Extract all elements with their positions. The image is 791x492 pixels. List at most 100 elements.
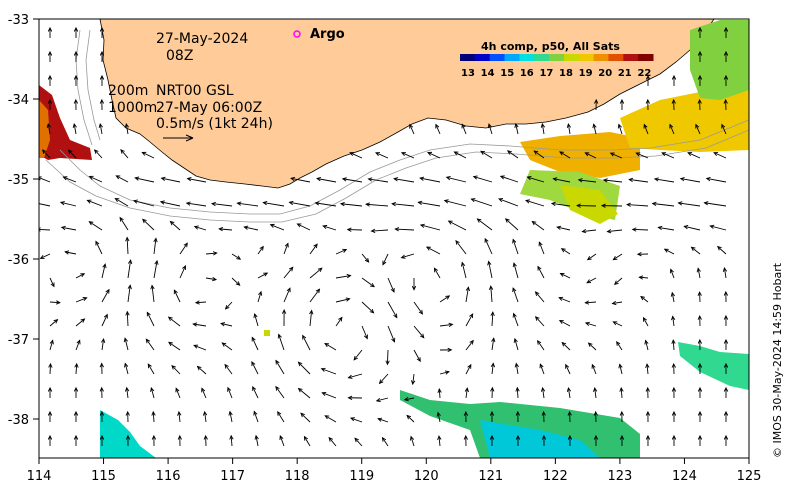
current-vector-head — [616, 340, 621, 346]
current-vector — [464, 387, 469, 399]
current-vector-shaft — [68, 149, 77, 159]
current-vector-shaft — [525, 200, 545, 207]
current-vector-head — [321, 391, 327, 396]
current-vector-head — [288, 200, 294, 206]
current-vector — [194, 300, 207, 305]
current-vector-shaft — [361, 253, 370, 263]
current-vector-head — [125, 386, 130, 392]
current-vector-shaft — [160, 201, 181, 207]
current-vector-head — [146, 311, 151, 317]
current-vector-head — [534, 316, 540, 321]
current-vector-head — [619, 434, 625, 440]
current-vector — [205, 276, 218, 282]
current-vector-head — [125, 236, 130, 242]
y-tick-label: -35 — [8, 173, 29, 188]
current-vector-shaft — [263, 202, 285, 207]
current-vector — [697, 26, 703, 39]
current-vector — [361, 253, 370, 263]
current-vector — [591, 363, 597, 375]
current-vector-head — [134, 176, 140, 181]
current-vector — [251, 336, 259, 351]
argo-marker-icon — [293, 30, 301, 38]
current-vector-head — [561, 341, 567, 347]
current-vector — [221, 342, 233, 351]
colorbar-segment — [460, 54, 476, 61]
current-vector-shaft — [640, 296, 649, 303]
current-vector — [515, 434, 521, 447]
current-vector-shaft — [168, 316, 181, 327]
current-vector — [465, 286, 470, 303]
scale-arrow — [163, 134, 194, 142]
current-vector — [49, 277, 55, 288]
current-vector-shaft — [230, 435, 233, 447]
current-vector-head — [663, 248, 669, 253]
current-vector — [47, 434, 53, 447]
current-vector-head — [464, 387, 469, 393]
current-vector-head — [98, 123, 103, 128]
colorbar-segment — [563, 54, 580, 61]
current-vector-head — [168, 341, 173, 347]
current-vector-head — [123, 337, 128, 343]
current-vector — [132, 199, 155, 207]
current-vector-shaft — [491, 338, 495, 351]
current-vector-shaft — [438, 436, 441, 447]
current-vector-shaft — [412, 373, 415, 385]
x-axis: 114 115 116 117 118 119 120 121 122 123 124 125 — [27, 458, 761, 484]
current-vector-head — [82, 297, 88, 302]
current-vector-shaft — [567, 123, 571, 135]
current-vector — [47, 74, 53, 87]
current-vector-head — [251, 361, 256, 366]
current-vector — [489, 410, 495, 423]
current-vector-head — [489, 434, 495, 440]
current-vector-shaft — [133, 200, 155, 207]
current-vector-shaft — [594, 387, 597, 399]
current-vector-shaft — [395, 228, 415, 231]
current-vector-head — [125, 410, 130, 416]
current-vector-shaft — [382, 253, 389, 265]
current-vector-head — [119, 216, 124, 222]
current-vector-head — [645, 363, 650, 369]
current-vector-head — [367, 177, 373, 182]
x-tick-label: 115 — [91, 469, 116, 484]
current-vector-shaft — [377, 418, 389, 423]
colorbar-tick-label: 19 — [579, 68, 593, 79]
vector-scale-label: 0.5m/s (1kt 24h) — [156, 116, 273, 132]
current-vector — [645, 74, 651, 87]
current-vector-head — [591, 363, 596, 369]
current-vector-shaft — [684, 225, 701, 231]
current-vector — [316, 177, 337, 183]
current-vector — [101, 313, 108, 327]
current-vector-head — [723, 362, 729, 368]
current-vector-head — [469, 339, 474, 345]
current-vector — [60, 225, 77, 231]
current-vector — [236, 201, 259, 207]
current-vector — [361, 277, 375, 288]
current-vector-head — [313, 243, 318, 249]
current-vector — [417, 200, 441, 207]
current-vector-head — [297, 387, 303, 393]
current-vector — [302, 334, 311, 351]
current-vector-shaft — [446, 176, 467, 183]
current-vector — [413, 349, 421, 363]
current-vector-head — [201, 387, 206, 393]
current-vector-shaft — [99, 123, 103, 135]
current-vector — [203, 434, 208, 447]
current-vector-shaft — [527, 176, 545, 183]
current-vector-head — [103, 313, 108, 319]
current-vector-head — [60, 225, 66, 231]
current-vector-head — [290, 176, 296, 182]
current-vector — [586, 253, 597, 261]
current-vector-head — [669, 123, 674, 129]
current-vector-head — [490, 311, 495, 317]
current-vector-shaft — [488, 124, 493, 135]
current-vector-head — [526, 175, 532, 181]
current-vector-shaft — [124, 363, 129, 375]
current-vector — [455, 239, 467, 255]
current-vector-shaft — [387, 301, 398, 318]
current-vector-shaft — [151, 285, 155, 303]
current-vector-head — [303, 435, 308, 441]
current-vector — [697, 50, 703, 63]
current-vector-shaft — [491, 363, 494, 375]
current-vector-shaft — [368, 178, 389, 183]
current-vector-head — [594, 98, 599, 104]
